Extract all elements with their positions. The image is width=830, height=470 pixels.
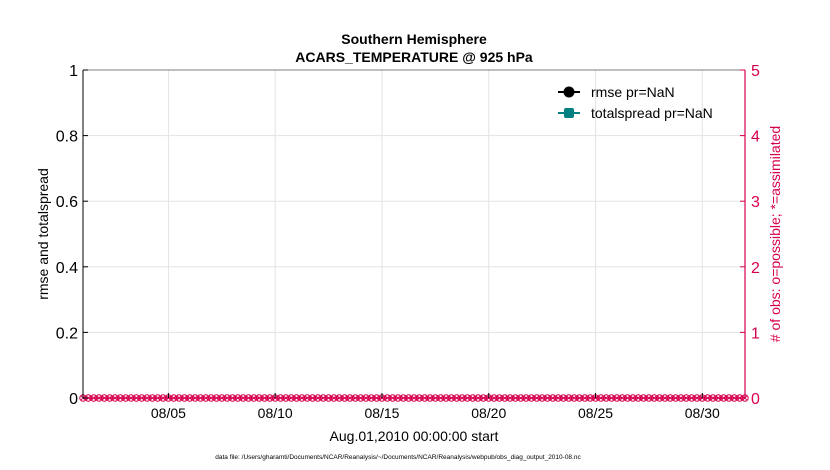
grid [83, 70, 745, 398]
x-tick-label: 08/15 [364, 405, 399, 421]
x-tick-label: 08/30 [685, 405, 720, 421]
x-axis-label: Aug.01,2010 00:00:00 start [330, 428, 499, 444]
chart-title-line1: Southern Hemisphere [341, 31, 487, 47]
x-tick-label: 08/25 [578, 405, 613, 421]
y-tick-label: 0.2 [56, 325, 78, 342]
legend-totalspread-marker [564, 108, 574, 118]
y2-axis-label: # of obs: o=possible; *=assimilated [767, 126, 783, 342]
y-tick-label: 0.8 [56, 129, 78, 146]
legend-rmse-marker [563, 86, 575, 98]
y-tick-label: 0.4 [56, 260, 78, 277]
y-tick-label: 1 [69, 63, 78, 80]
chart-title-line2: ACARS_TEMPERATURE @ 925 hPa [295, 49, 533, 65]
x-tick-label: 08/10 [258, 405, 293, 421]
x-tick-label: 08/20 [471, 405, 506, 421]
y-tick-label: 0.6 [56, 194, 78, 211]
y2-tick-label: 1 [751, 325, 760, 342]
legend-rmse-label: rmse pr=NaN [591, 84, 675, 100]
y-ticks: 0 0.2 0.4 0.6 0.8 1 [56, 63, 88, 408]
y2-ticks: 0 1 2 3 4 5 [740, 63, 760, 408]
legend: rmse pr=NaN totalspread pr=NaN [558, 84, 713, 121]
y2-tick-label: 2 [751, 260, 760, 277]
obs-markers [79, 394, 749, 402]
footnote: data file: /Users/gharamti/Documents/NCA… [215, 454, 581, 461]
y-axis-label: rmse and totalspread [35, 168, 51, 300]
x-ticks: 08/05 08/10 08/15 08/20 08/25 08/30 [151, 393, 720, 421]
legend-totalspread-label: totalspread pr=NaN [591, 105, 713, 121]
y-tick-label: 0 [69, 391, 78, 408]
y2-tick-label: 4 [751, 129, 760, 146]
x-tick-label: 08/05 [151, 405, 186, 421]
y2-tick-label: 5 [751, 63, 760, 80]
y2-tick-label: 3 [751, 194, 760, 211]
y2-tick-label: 0 [751, 391, 760, 408]
